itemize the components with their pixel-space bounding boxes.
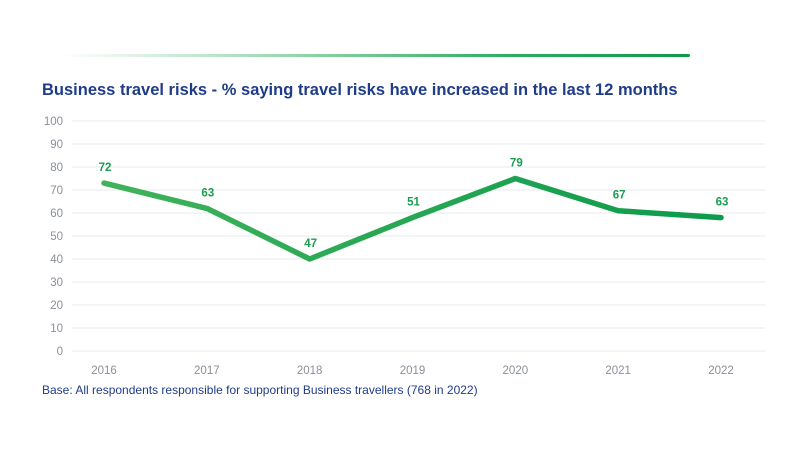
- y-tick-label: 70: [50, 185, 63, 197]
- data-label: 47: [304, 238, 317, 250]
- data-label: 63: [201, 187, 214, 199]
- y-tick-label: 30: [50, 277, 63, 289]
- x-tick-label: 2022: [708, 365, 734, 377]
- gridlines: [72, 120, 765, 352]
- y-tick-label: 20: [50, 300, 63, 312]
- x-tick-label: 2018: [297, 365, 323, 377]
- y-tick-label: 80: [50, 162, 63, 174]
- base-footnote: Base: All respondents responsible for su…: [42, 383, 478, 397]
- y-tick-label: 60: [50, 208, 63, 220]
- data-labels: 72 63 47 51 79 67 63: [99, 158, 729, 251]
- y-tick-label: 0: [57, 346, 63, 358]
- data-label: 79: [510, 158, 523, 170]
- x-tick-label: 2019: [400, 365, 426, 377]
- x-tick-label: 2016: [91, 365, 117, 377]
- data-label: 63: [716, 197, 729, 209]
- y-tick-label: 100: [44, 116, 63, 128]
- decorative-gradient-line: [62, 54, 690, 57]
- data-label: 51: [407, 197, 420, 209]
- x-tick-label: 2021: [605, 365, 631, 377]
- data-label: 67: [613, 190, 626, 202]
- data-label: 72: [99, 162, 112, 174]
- chart-title: Business travel risks - % saying travel …: [42, 81, 678, 99]
- y-axis-ticks: 0 10 20 30 40 50 60 70 80 90 100: [44, 116, 63, 358]
- x-tick-label: 2017: [194, 365, 220, 377]
- x-axis-ticks: 2016 2017 2018 2019 2020 2021 2022: [91, 365, 734, 377]
- y-tick-label: 40: [50, 254, 63, 266]
- series-line-group: [101, 175, 724, 262]
- y-tick-label: 90: [50, 139, 63, 151]
- x-tick-label: 2020: [503, 365, 529, 377]
- series-line: [101, 175, 724, 262]
- y-tick-label: 10: [50, 323, 63, 335]
- y-tick-label: 50: [50, 231, 63, 243]
